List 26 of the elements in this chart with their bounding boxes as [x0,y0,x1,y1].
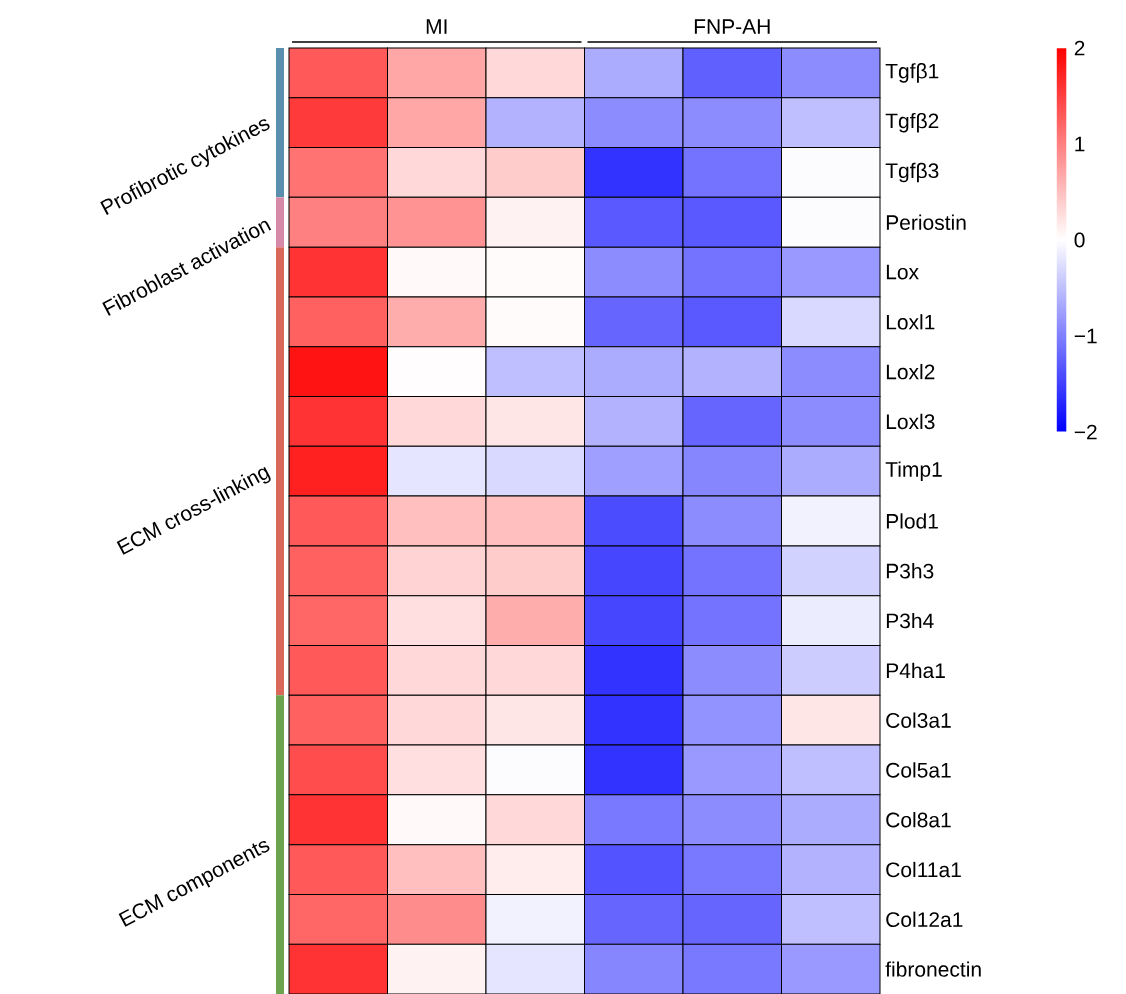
y-tick-label: Col8a1 [886,812,951,828]
y-tick-label: Col5a1 [886,762,951,778]
color-bar-label: 2 [1074,40,1085,56]
color-bar-label: 1 [1075,136,1085,152]
y-tick-label: P3h3 [886,563,934,579]
color-bar-label: −1 [1074,328,1097,344]
color-bar-label: −2 [1074,424,1097,440]
y-tick-label: P4ha1 [886,662,945,679]
y-tick-label: Loxl2 [886,363,935,380]
y-tick-label: Tgfβ3 [885,162,939,183]
text: MI [426,19,447,34]
y-tick-label: Col3a1 [886,712,951,728]
y-tick-label: Tgfβ2 [885,112,939,133]
y-tick-label: Tgfβ1 [885,63,939,83]
y-tick-label: Col11a1 [886,861,961,878]
y-tick-label: Lox [886,264,919,280]
text: FNP-AH [694,19,770,34]
y-tick-label: Col12a1 [886,911,963,928]
y-tick-label: Loxl1 [886,314,935,330]
y-tick-label: Timp1 [885,461,942,482]
y-tick-label: fibronectin [885,961,981,977]
y-tick-label: Plod1 [886,513,938,529]
y-tick-label: P3h4 [886,612,934,629]
y-tick-label: Loxl3 [886,413,935,430]
y-tick-label: Periostin [886,214,966,230]
color-bar-label: 0 [1074,232,1085,248]
